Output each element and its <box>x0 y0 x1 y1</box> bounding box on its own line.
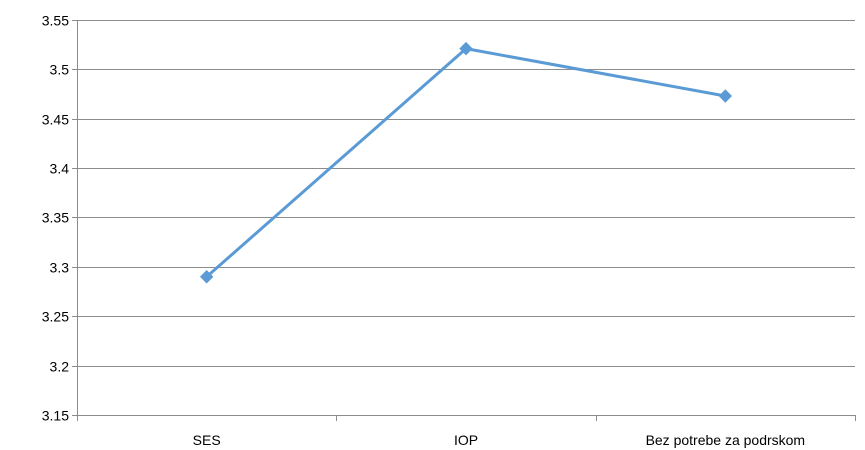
data-point-marker <box>199 270 214 284</box>
series-line <box>205 47 727 279</box>
y-tick-label: 3.55 <box>42 13 69 29</box>
y-tick-label: 3.4 <box>50 161 70 177</box>
y-tick-label: 3.3 <box>50 260 70 276</box>
x-tick-label: SES <box>193 432 221 448</box>
y-tick-label: 3.15 <box>42 408 69 424</box>
y-tick-label: 3.5 <box>50 62 70 78</box>
tick-labels: 3.15 3.2 3.25 3.3 3.35 3.4 3.45 3.5 3.55 SES IOP Be… <box>42 13 805 449</box>
series-layer <box>199 41 733 284</box>
gridlines <box>77 20 855 416</box>
x-tick-label: Bez potrebe za podrskom <box>646 432 806 448</box>
y-tick-label: 3.25 <box>42 309 69 325</box>
y-tick-label: 3.45 <box>42 112 69 128</box>
x-tick-label: IOP <box>454 432 478 448</box>
y-tick-label: 3.35 <box>42 210 69 226</box>
y-tick-label: 3.2 <box>50 359 70 375</box>
data-point-marker <box>718 89 733 103</box>
axes <box>72 20 856 421</box>
data-point-marker <box>459 41 473 56</box>
